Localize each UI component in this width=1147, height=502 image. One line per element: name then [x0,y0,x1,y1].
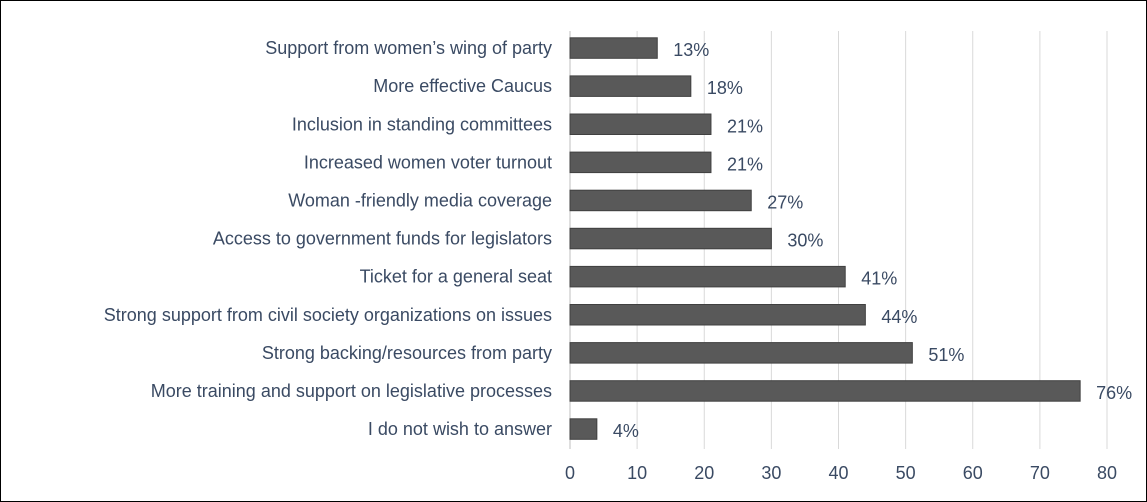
data-label: 4% [613,421,639,441]
category-label: Increased women voter turnout [304,152,552,172]
data-label: 21% [727,154,763,174]
x-tick-label: 20 [694,463,714,483]
category-label: More training and support on legislative… [151,381,552,401]
data-label: 27% [767,192,803,212]
bar [569,37,658,59]
category-labels: Support from women’s wing of party More e… [104,38,552,439]
bar [569,304,866,326]
data-label: 51% [928,345,964,365]
category-label: Strong support from civil society organi… [104,305,552,325]
category-label: Woman -friendly media coverage [288,190,552,210]
bars [569,37,1081,440]
data-label: 41% [861,269,897,289]
bar [569,151,712,174]
x-tick-label: 80 [1097,463,1117,483]
category-label: Access to government funds for legislato… [213,229,552,249]
bar [569,227,772,250]
gridlines [569,31,1108,449]
bar [569,418,598,440]
bar [569,342,913,364]
data-label: 44% [881,307,917,327]
category-label: Ticket for a general seat [360,267,552,287]
data-label: 18% [707,78,743,98]
bar [569,265,846,288]
x-tick-label: 60 [963,463,983,483]
category-label: Support from women’s wing of party [265,38,552,58]
category-label: Strong backing/resources from party [262,343,552,363]
bar [569,75,692,97]
data-labels: 13%18%21%21%27%30%41%44%51%76%4% [613,40,1132,441]
data-label: 13% [673,40,709,60]
x-axis-tick-labels: 0 10 20 30 40 50 60 70 80 [565,463,1117,483]
bar [569,113,712,135]
x-tick-label: 70 [1030,463,1050,483]
x-tick-label: 0 [565,463,575,483]
x-tick-label: 50 [896,463,916,483]
bar [569,189,752,212]
bar [569,380,1081,402]
x-tick-label: 30 [761,463,781,483]
category-label: More effective Caucus [373,76,552,96]
category-label: I do not wish to answer [368,419,552,439]
data-label: 76% [1096,383,1132,403]
x-tick-label: 40 [828,463,848,483]
data-label: 21% [727,116,763,136]
x-tick-label: 10 [627,463,647,483]
data-label: 30% [787,231,823,251]
category-label: Inclusion in standing committees [292,114,552,134]
